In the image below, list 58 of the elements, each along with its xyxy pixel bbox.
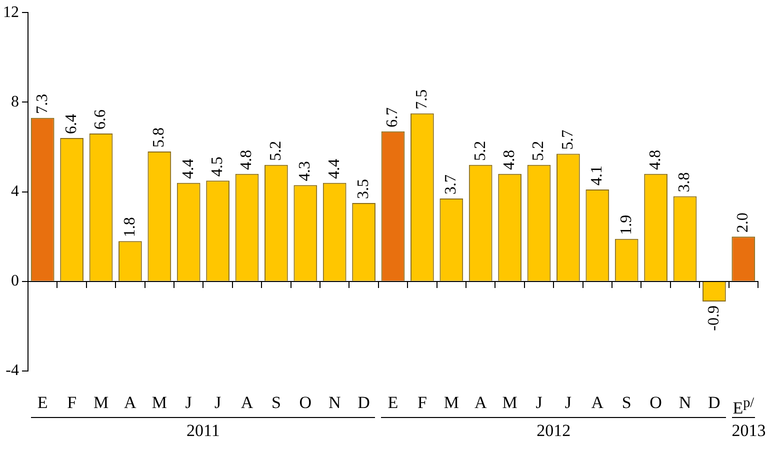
data-label: 5.8: [150, 127, 168, 148]
x-tick-label: D: [707, 393, 722, 413]
data-label: 4.4: [326, 158, 343, 179]
x-tick-label: S: [620, 393, 632, 413]
data-label: 6.7: [384, 107, 402, 128]
y-tick-label: 12: [3, 4, 19, 21]
x-tick-label: A: [590, 393, 605, 413]
x-tick-label: A: [123, 393, 138, 413]
data-label: 5.7: [559, 130, 576, 150]
x-tick-label: M: [501, 393, 518, 413]
x-tick-label: N: [678, 393, 692, 413]
x-tick-label: E$^{p/}$: [732, 394, 756, 419]
y-tick-label: 8: [11, 93, 19, 110]
text: 2013: [732, 421, 766, 441]
x-tick-label: E: [386, 393, 400, 413]
data-label: 7.3: [34, 94, 51, 114]
data-label: 3.7: [442, 174, 460, 195]
data-label: 3.5: [355, 179, 372, 199]
x-tick-label: F: [66, 393, 78, 413]
x-tick-label: J: [184, 393, 193, 413]
data-label: 4.1: [588, 166, 606, 186]
data-label: 4.8: [238, 150, 256, 170]
data-label: 1.9: [618, 214, 635, 235]
x-tick-label: M: [150, 393, 168, 413]
data-label: 2.0: [734, 212, 752, 233]
data-label: 1.8: [121, 217, 138, 238]
x-tick-label: O: [298, 393, 313, 413]
x-tick-label: D: [356, 393, 371, 413]
x-tick-label: J: [564, 393, 572, 413]
data-label: 4.8: [647, 150, 664, 170]
data-label: 4.3: [296, 161, 314, 182]
data-label: 6.4: [63, 114, 80, 134]
data-label: -0.9: [705, 306, 722, 331]
y-tick-label: -4: [6, 362, 19, 380]
x-tick-label: M: [442, 393, 460, 413]
x-tick-label: S: [270, 393, 282, 413]
data-label: 4.4: [180, 158, 197, 179]
data-label: 4.8: [501, 150, 518, 170]
text: 2012: [536, 421, 572, 441]
x-tick-label: J: [213, 393, 222, 413]
data-label: 4.5: [209, 156, 226, 177]
x-tick-label: A: [473, 393, 488, 413]
data-label: 3.8: [676, 172, 694, 192]
x-tick-label: E: [36, 393, 49, 413]
data-label: 5.2: [472, 140, 489, 161]
x-tick-label: J: [534, 393, 544, 413]
x-tick-label: O: [648, 393, 663, 413]
y-tick-label: 4: [11, 183, 19, 200]
data-label: 5.2: [267, 140, 284, 161]
data-label: 7.5: [413, 89, 430, 110]
y-tick-label: 0: [11, 272, 19, 290]
x-tick-label: N: [327, 393, 342, 413]
x-tick-label: F: [416, 393, 428, 413]
x-tick-label: A: [240, 393, 254, 413]
data-label: 6.6: [92, 110, 110, 130]
data-label: 5.2: [530, 140, 548, 161]
x-tick-label: M: [92, 393, 110, 413]
text: 2011: [185, 421, 221, 441]
